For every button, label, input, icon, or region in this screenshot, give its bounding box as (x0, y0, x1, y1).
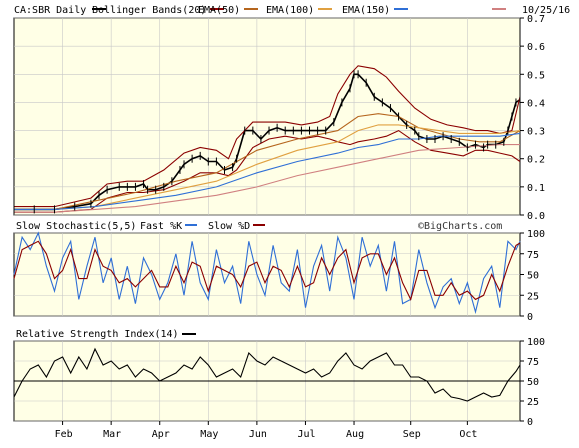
slow-d-line (13, 240, 521, 301)
price-legend-label: Bollinger Bands(20) (92, 5, 206, 16)
x-tick-label: May (200, 429, 218, 440)
price-legend-label: EMA(150) (342, 5, 390, 16)
x-tick-label: Oct (459, 429, 477, 440)
price-legend-label: EMA(50) (198, 5, 240, 16)
ema-150-line (14, 132, 521, 210)
ema-extra-line (14, 144, 520, 213)
stochastic-title: Slow Stochastic(5,5) (16, 221, 136, 232)
y-tick-label: 0.7 (527, 14, 545, 25)
y-tick-label: 0.3 (527, 127, 545, 138)
y-tick-label: 75 (527, 250, 539, 261)
y-tick-label: 100 (527, 229, 545, 240)
x-tick-label: Jul (297, 429, 315, 440)
watermark: ©BigCharts.com (418, 221, 502, 232)
y-tick-label: 0.2 (527, 155, 545, 166)
bollinger-upper-line (14, 65, 521, 208)
y-tick-label: 0.1 (527, 183, 545, 194)
x-tick-label: Sep (403, 429, 421, 440)
bollinger-lower-line (14, 129, 521, 213)
y-tick-label: 75 (527, 357, 539, 368)
x-tick-label: Feb (55, 429, 73, 440)
y-tick-label: 0.0 (527, 211, 545, 222)
y-tick-label: 0.4 (527, 98, 545, 109)
ema-100-line (14, 124, 521, 210)
y-tick-label: 0.5 (527, 70, 545, 81)
date-label: 10/25/16 (522, 5, 570, 16)
y-tick-label: 50 (527, 377, 539, 388)
rsi-line (13, 347, 521, 402)
stochastic-legend: Fast %K Slow %D (140, 221, 265, 232)
y-tick-label: 0 (527, 312, 533, 323)
rsi-title: Relative Strength Index(14) (16, 329, 179, 340)
y-tick-label: 50 (527, 271, 539, 282)
chart-layers: 0.0 0.1 0.2 0.3 0.4 0.5 0.6 0.7 0 25 50 75 100 0 25 50 7… (13, 14, 545, 440)
x-tick-label: Apr (152, 429, 170, 440)
x-tick-label: Aug (346, 429, 364, 440)
price-panel (13, 17, 521, 216)
price-legend: Bollinger Bands(20)EMA(50) EMA(100) EMA(15… (92, 5, 506, 16)
symbol-label: CA:SBR Daily (14, 5, 86, 16)
fast-k-line (13, 231, 521, 315)
y-tick-label: 100 (527, 337, 545, 348)
y-tick-label: 0 (527, 417, 533, 428)
stochastic-legend-label: Fast %K (140, 221, 182, 232)
y-tick-label: 25 (527, 397, 539, 408)
ema-50-line (14, 113, 521, 210)
y-tick-label: 25 (527, 291, 539, 302)
x-tick-label: Mar (103, 429, 121, 440)
price-legend-label: EMA(100) (266, 5, 314, 16)
stochastic-legend-label: Slow %D (208, 221, 250, 232)
x-tick-label: Jun (249, 429, 267, 440)
y-tick-label: 0.6 (527, 42, 545, 53)
